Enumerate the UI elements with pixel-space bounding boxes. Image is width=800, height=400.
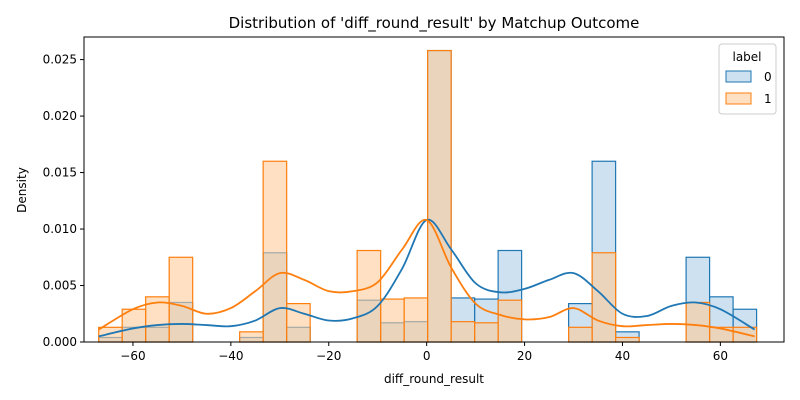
bar-series-1-bin-20 <box>568 326 593 343</box>
legend-title: label <box>732 50 761 64</box>
x-tick-label: 40 <box>615 349 630 363</box>
kde-line-series-1 <box>98 219 755 338</box>
bar-series-1-bin-13 <box>403 297 429 343</box>
bar-series-1-bin-6 <box>239 331 264 343</box>
legend-swatch-0 <box>725 70 752 83</box>
chart-title: Distribution of 'diff_round_result' by M… <box>229 14 640 33</box>
x-tick-label: 60 <box>713 349 728 363</box>
x-tick-label: −60 <box>120 349 145 363</box>
kde-layer <box>98 219 756 338</box>
y-tick-label: 0.020 <box>43 109 77 123</box>
x-axis-label: diff_round_result <box>384 372 484 386</box>
plot-frame <box>83 36 785 343</box>
legend-label-0: 0 <box>764 70 772 84</box>
y-tick-label: 0.025 <box>43 53 77 67</box>
bar-series-1-bin-12 <box>380 298 405 343</box>
bar-series-1-bin-15 <box>450 321 476 343</box>
legend-swatch-1 <box>725 92 752 105</box>
y-axis-label: Density <box>15 167 29 213</box>
bar-series-1-bin-11 <box>356 249 382 343</box>
bar-series-1-bin-14 <box>427 49 452 343</box>
y-tick-label: 0.000 <box>43 335 77 349</box>
y-tick-label: 0.010 <box>43 222 77 236</box>
bar-series-1-bin-16 <box>474 322 499 343</box>
y-tick-label: 0.005 <box>43 279 77 293</box>
bar-series-1-bin-25 <box>685 301 711 343</box>
x-tick-label: −20 <box>316 349 341 363</box>
legend: label 0 1 <box>718 43 777 115</box>
x-tick-label: 0 <box>423 349 431 363</box>
x-tick-label: −40 <box>218 349 243 363</box>
bars-layer <box>98 49 758 343</box>
y-tick-label: 0.015 <box>43 166 77 180</box>
y-axis: 0.000 0.005 0.010 0.015 0.020 0.025 <box>43 53 84 349</box>
x-tick-label: 20 <box>517 349 532 363</box>
x-axis: −60 −40 −20 0 20 40 60 <box>120 342 728 363</box>
bar-series-1-bin-17 <box>497 299 523 343</box>
bar-series-1-bin-3 <box>168 256 194 343</box>
legend-label-1: 1 <box>764 92 772 106</box>
bar-series-1-bin-1 <box>121 308 147 343</box>
bar-series-1-bin-22 <box>615 336 640 343</box>
